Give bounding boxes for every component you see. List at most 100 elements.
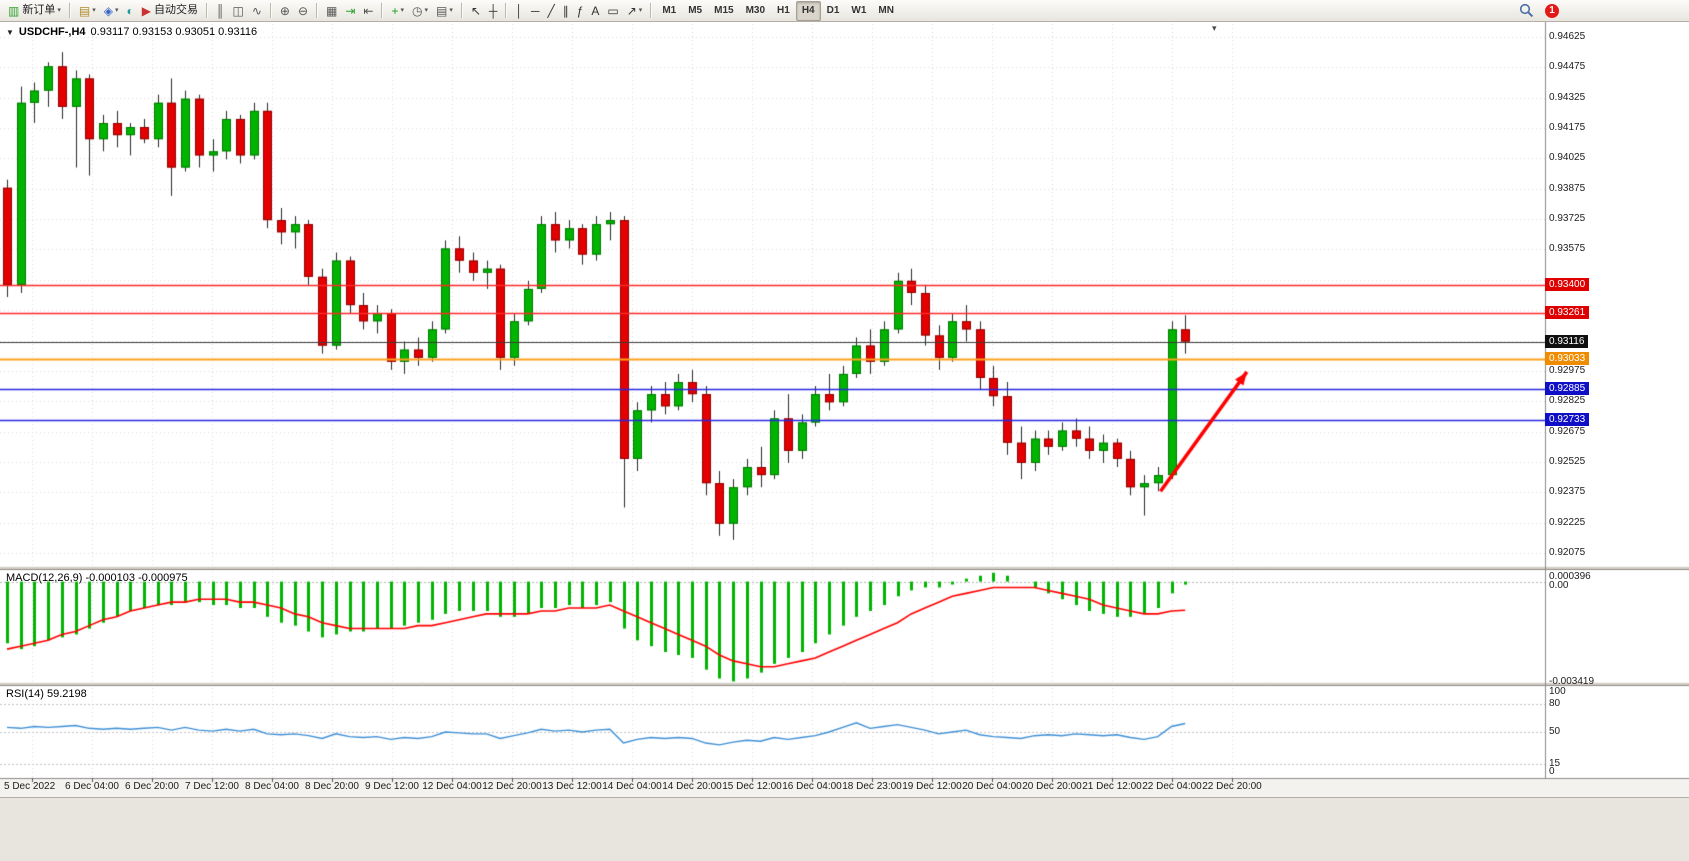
toolbar-separator <box>505 3 508 18</box>
new-chart-button[interactable]: ▤ ▾ <box>75 1 100 21</box>
time-axis-label: 7 Dec 12:00 <box>185 781 239 792</box>
candlestick-chart-button[interactable]: ◫ <box>228 1 247 21</box>
chart-shift-button[interactable]: ⇤ <box>359 1 377 21</box>
price-axis[interactable]: 0.94625 0.94475 0.94325 0.94175 0.94025 0.938… <box>1545 22 1689 797</box>
timeframe-mn-button[interactable]: MN <box>878 4 894 16</box>
time-axis[interactable]: 5 Dec 2022 6 Dec 04:00 6 Dec 20:00 7 Dec 12… <box>0 778 1545 797</box>
toolbar-right: 1 <box>1515 1 1559 21</box>
chart-ohlc-values: 0.93117 0.93153 0.93051 0.93116 <box>90 26 258 38</box>
bar-chart-icon: ║ <box>215 3 225 18</box>
text-label-button[interactable]: ▭ <box>603 1 622 21</box>
toolbar-separator <box>460 3 463 18</box>
rsi-axis-tick: 0 <box>1549 766 1555 777</box>
price-axis-tick: 0.92975 <box>1549 364 1586 376</box>
price-axis-tick: 0.92525 <box>1549 455 1586 467</box>
price-axis-tick: 0.92675 <box>1549 425 1586 437</box>
timeframe-m1-button[interactable]: M1 <box>662 4 677 16</box>
cursor-icon: ↖ <box>470 3 481 18</box>
new-chart-icon: ▤ <box>78 3 91 18</box>
time-axis-label: 14 Dec 04:00 <box>602 781 662 792</box>
profiles-button[interactable]: ◈ ▾ <box>100 1 123 21</box>
time-axis-label: 5 Dec 2022 <box>4 781 56 792</box>
time-axis-label: 8 Dec 20:00 <box>305 781 359 792</box>
timeframe-m15-button[interactable]: M15 <box>714 4 734 16</box>
chart-canvas[interactable] <box>0 22 1689 797</box>
price-axis-tick: 0.93875 <box>1549 182 1586 194</box>
text-button[interactable]: A <box>587 1 603 21</box>
data-window-button[interactable]: ◐ <box>122 1 137 21</box>
text-icon: A <box>591 3 600 18</box>
rsi-axis-tick: 50 <box>1549 726 1561 737</box>
search-button[interactable] <box>1515 1 1538 21</box>
macd-axis-tick: -0.003419 <box>1549 675 1595 687</box>
periods-dropdown-icon[interactable]: ▾ <box>424 7 428 14</box>
trendline-icon: ╱ <box>547 3 555 18</box>
equidistant-channel-button[interactable]: ∥ <box>559 1 573 21</box>
fibonacci-button[interactable]: ƒ <box>573 1 588 21</box>
toolbar-separator <box>381 3 384 18</box>
chart-area: ▼ USDCHF-,H4 0.93117 0.93153 0.93051 0.9… <box>0 22 1689 797</box>
new-chart-dropdown-icon[interactable]: ▾ <box>92 7 96 14</box>
auto-scroll-button[interactable]: ⇥ <box>341 1 359 21</box>
notification-badge[interactable]: 1 <box>1545 3 1559 18</box>
timeframe-h4-button[interactable]: H4 <box>795 0 821 21</box>
macd-axis-tick: 0.000396 <box>1549 571 1591 582</box>
rsi-axis-tick: 15 <box>1549 758 1561 770</box>
zoom-in-icon: ⊕ <box>279 3 290 18</box>
price-axis-tick: 0.92825 <box>1549 395 1586 407</box>
chart-title: ▼ USDCHF-,H4 0.93117 0.93153 0.93051 0.9… <box>6 26 257 38</box>
periods-button[interactable]: ◷ ▾ <box>408 1 432 21</box>
zoom-out-button[interactable]: ⊖ <box>294 1 312 21</box>
new-order-button[interactable]: ▥ 新订单 ▾ <box>4 1 65 21</box>
time-axis-label: 22 Dec 04:00 <box>1142 781 1202 792</box>
new-order-icon: ▥ <box>8 3 20 18</box>
crosshair-button[interactable]: ┼ <box>485 1 502 21</box>
time-axis-label: 15 Dec 12:00 <box>722 781 782 792</box>
time-axis-label: 6 Dec 20:00 <box>125 781 179 792</box>
one-click-trading-toggle-icon[interactable]: ▼ <box>6 27 14 37</box>
toolbar: ▥ 新订单 ▾ ▤ ▾ ◈ ▾ ◐ ▶ 自动交易 ║ ◫ ∿ ⊕ ⊖ ▦ ⇥ ⇤ + ▾ ◷ ▾ ▤ ▾ ↖ ┼ │ ─ ╱ ∥ ƒ A ▭ ↗ ▾… <box>0 0 1689 22</box>
arrows-button[interactable]: ↗ ▾ <box>623 1 647 21</box>
time-axis-label: 8 Dec 04:00 <box>245 781 299 792</box>
chart-symbol-label: USDCHF-,H4 <box>18 26 86 38</box>
profiles-dropdown-icon[interactable]: ▾ <box>114 7 119 14</box>
indicators-button[interactable]: + ▾ <box>387 1 408 21</box>
price-axis-tick: 0.94025 <box>1549 152 1586 164</box>
tile-windows-icon: ▦ <box>326 3 338 18</box>
templates-dropdown-icon[interactable]: ▾ <box>449 7 453 14</box>
indicators-dropdown-icon[interactable]: ▾ <box>400 7 404 14</box>
autotrading-button[interactable]: ▶ 自动交易 <box>138 1 202 21</box>
price-line-tag: 0.92733 <box>1545 412 1590 426</box>
autotrading-label: 自动交易 <box>153 4 198 16</box>
bar-chart-button[interactable]: ║ <box>212 1 229 21</box>
timeframe-w1-button[interactable]: W1 <box>851 4 867 16</box>
time-axis-label: 21 Dec 12:00 <box>1082 781 1142 792</box>
timeframe-h1-button[interactable]: H1 <box>777 4 790 16</box>
tile-windows-button[interactable]: ▦ <box>322 1 341 21</box>
fibonacci-icon: ƒ <box>576 3 584 18</box>
candlestick-chart-icon: ◫ <box>232 3 244 18</box>
timeframe-d1-button[interactable]: D1 <box>826 4 840 16</box>
new-order-dropdown-icon[interactable]: ▾ <box>57 7 61 14</box>
templates-button[interactable]: ▤ ▾ <box>432 1 457 21</box>
timeframe-m30-button[interactable]: M30 <box>745 4 766 16</box>
horizontal-line-button[interactable]: ─ <box>527 1 544 21</box>
line-chart-button[interactable]: ∿ <box>248 1 266 21</box>
trendline-button[interactable]: ╱ <box>543 1 558 21</box>
time-axis-label: 14 Dec 20:00 <box>662 781 722 792</box>
time-axis-label: 9 Dec 12:00 <box>365 781 419 792</box>
time-axis-label: 12 Dec 04:00 <box>422 781 482 792</box>
vertical-line-button[interactable]: │ <box>511 1 527 21</box>
zoom-in-button[interactable]: ⊕ <box>276 1 294 21</box>
periods-icon: ◷ <box>412 3 423 18</box>
arrows-dropdown-icon[interactable]: ▾ <box>638 7 643 14</box>
autotrading-icon: ▶ <box>141 3 151 18</box>
time-axis-label: 12 Dec 20:00 <box>482 781 542 792</box>
timeframe-m5-button[interactable]: M5 <box>688 4 703 16</box>
chart-shift-marker-icon[interactable]: ▾ <box>1212 23 1217 33</box>
cursor-button[interactable]: ↖ <box>467 1 485 21</box>
time-axis-label: 20 Dec 20:00 <box>1022 781 1082 792</box>
price-axis-tick: 0.94625 <box>1549 31 1586 42</box>
horizontal-line-icon: ─ <box>530 3 540 18</box>
